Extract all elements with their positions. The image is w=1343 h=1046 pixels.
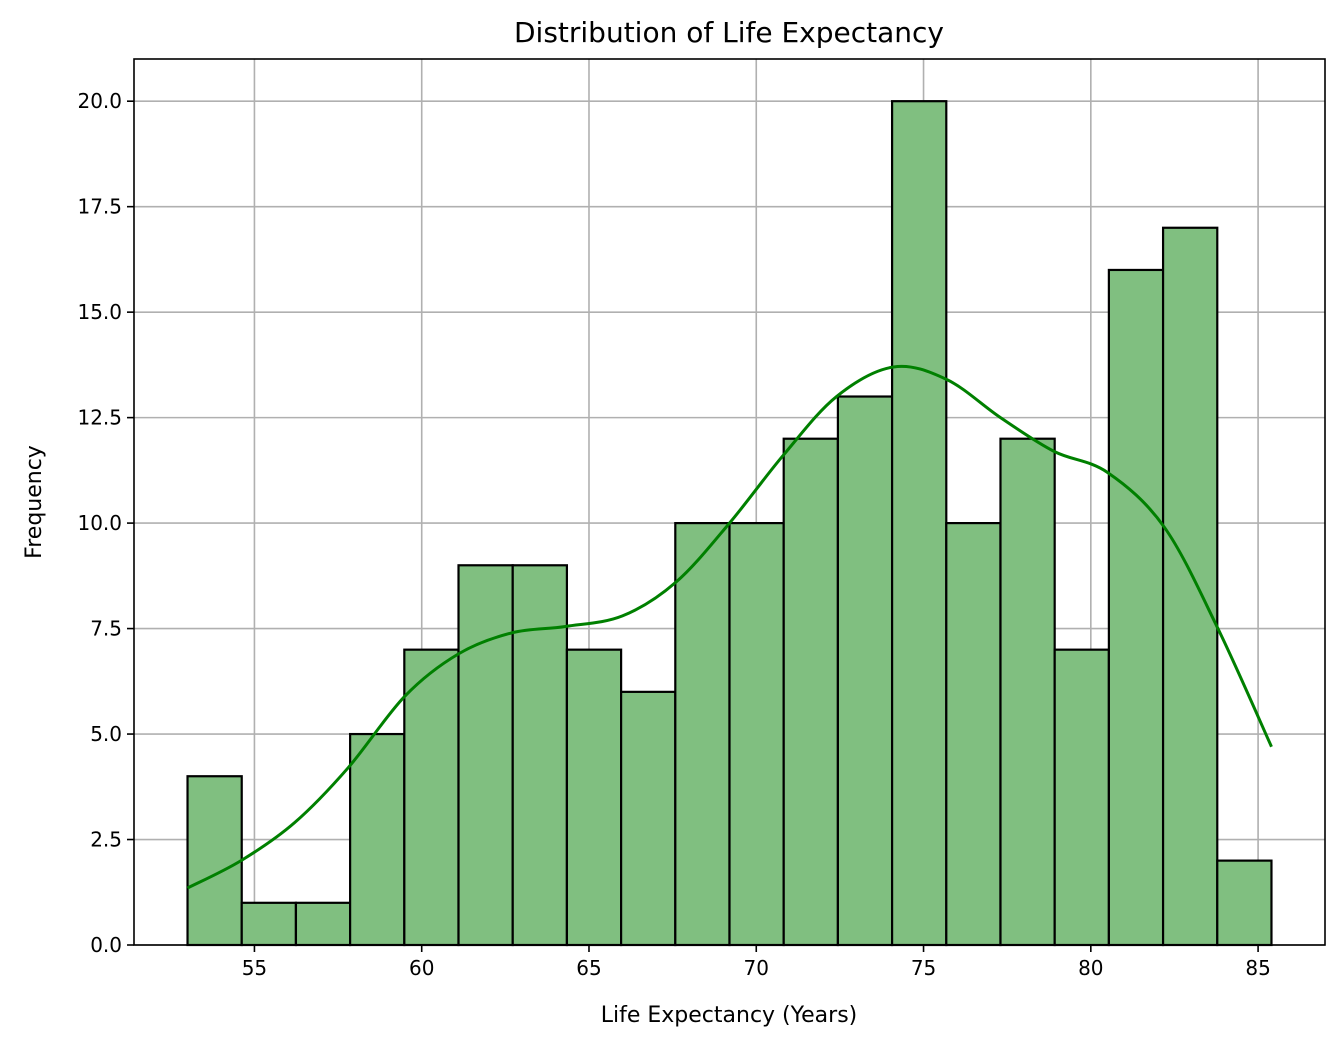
histogram-bar: [999, 437, 1056, 947]
x-tick-label: 75: [911, 956, 936, 980]
y-axis-label: Frequency: [22, 445, 47, 559]
x-tick-label: 55: [242, 956, 267, 980]
histogram-bar: [294, 901, 352, 947]
x-tick-label: 60: [409, 956, 434, 980]
x-tick-label: 85: [1245, 956, 1270, 980]
y-tick-label: 15.0: [77, 300, 122, 324]
histogram-bar: [240, 901, 298, 947]
chart-title: Distribution of Life Expectancy: [514, 16, 944, 49]
x-tick-label: 65: [576, 956, 601, 980]
histogram-bar: [403, 648, 460, 947]
histogram-bar: [674, 521, 731, 947]
histogram-bar: [620, 690, 677, 947]
y-tick-label: 17.5: [77, 195, 122, 219]
axes-frame: [133, 58, 1326, 946]
bar-layer: [186, 100, 1273, 947]
y-tick-label: 0.0: [90, 933, 122, 957]
histogram-bar: [457, 564, 514, 947]
y-tick-label: 10.0: [77, 511, 122, 535]
histogram-bar: [511, 564, 569, 947]
histogram-bar: [186, 775, 243, 947]
histogram-bar: [565, 648, 623, 947]
histogram-bar: [349, 732, 406, 947]
y-tick-label: 5.0: [90, 722, 122, 746]
y-tick-label: 7.5: [90, 617, 122, 641]
tick-layer: 55 60 65 70 75 80 85 0.0 2.5 5.0 7.5 10.0 12.5 15.0 17…: [77, 89, 1270, 980]
y-tick-label: 20.0: [77, 89, 122, 113]
histogram-bar: [836, 395, 894, 947]
histogram-bar: [945, 521, 1002, 947]
y-tick-label: 12.5: [77, 406, 122, 430]
histogram-bar: [1216, 859, 1273, 947]
kde-curve: [186, 364, 1273, 890]
histogram-bar: [1053, 648, 1110, 947]
histogram-bar: [782, 437, 839, 947]
histogram-bar: [1107, 268, 1165, 947]
histogram-bar: [1161, 226, 1219, 947]
kde-layer: [186, 364, 1273, 890]
histogram-bar: [890, 100, 948, 947]
x-tick-label: 80: [1078, 956, 1103, 980]
x-tick-label: 70: [744, 956, 769, 980]
y-tick-label: 2.5: [90, 828, 122, 852]
histogram-bar: [728, 521, 785, 947]
x-axis-label: Life Expectancy (Years): [601, 1003, 858, 1028]
